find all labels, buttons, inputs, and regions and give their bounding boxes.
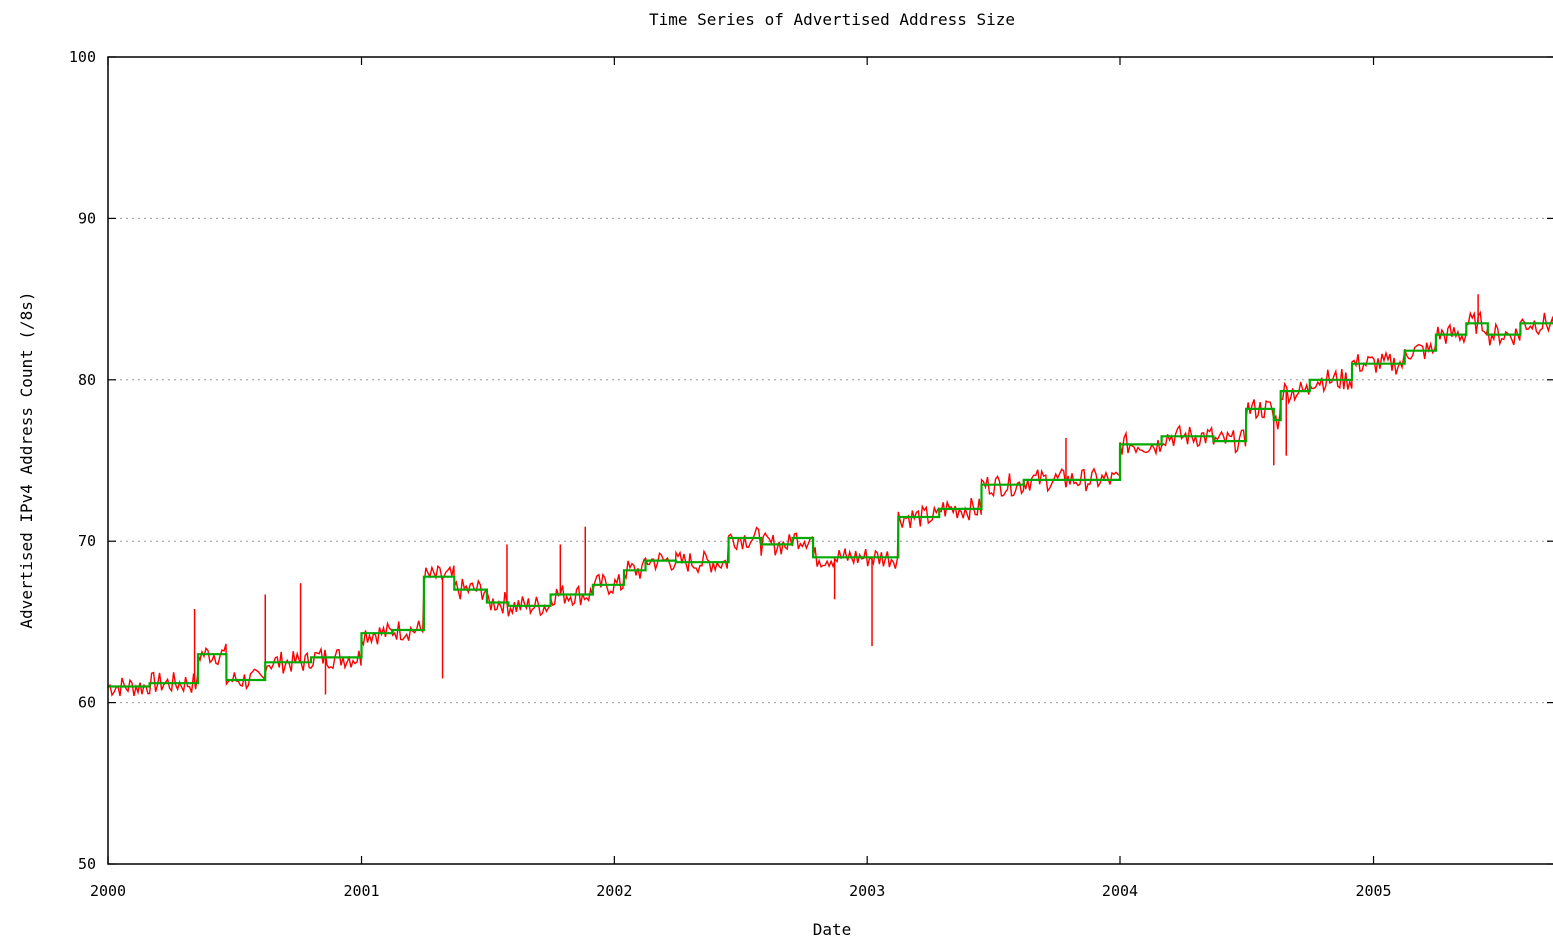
series-green-line: [108, 322, 1553, 688]
series-red-line: [107, 310, 1553, 697]
y-axis: 50 60 70 80 90 100: [69, 48, 1553, 873]
x-tick-label: 2004: [1102, 882, 1138, 900]
x-axis: 2000 2001 2002 2003 2004 2005: [90, 57, 1392, 900]
x-tick-label: 2005: [1355, 882, 1391, 900]
x-tick-label: 2003: [849, 882, 885, 900]
plot-frame: [107, 56, 1553, 865]
series-red-group: [107, 294, 1553, 697]
x-axis-label: Date: [813, 920, 852, 939]
x-tick-label: 2000: [90, 882, 126, 900]
chart-title: Time Series of Advertised Address Size: [649, 10, 1015, 29]
y-tick-label: 70: [78, 532, 96, 550]
y-tick-label: 90: [78, 209, 96, 227]
y-axis-label: Advertised IPv4 Address Count (/8s): [17, 291, 36, 628]
y-tick-label: 100: [69, 48, 96, 66]
x-tick-label: 2002: [596, 882, 632, 900]
y-tick-label: 50: [78, 855, 96, 873]
grid-lines: [108, 217, 1553, 704]
y-tick-label: 60: [78, 694, 96, 712]
x-tick-label: 2001: [343, 882, 379, 900]
series-green-group: [108, 322, 1553, 688]
y-tick-label: 80: [78, 371, 96, 389]
